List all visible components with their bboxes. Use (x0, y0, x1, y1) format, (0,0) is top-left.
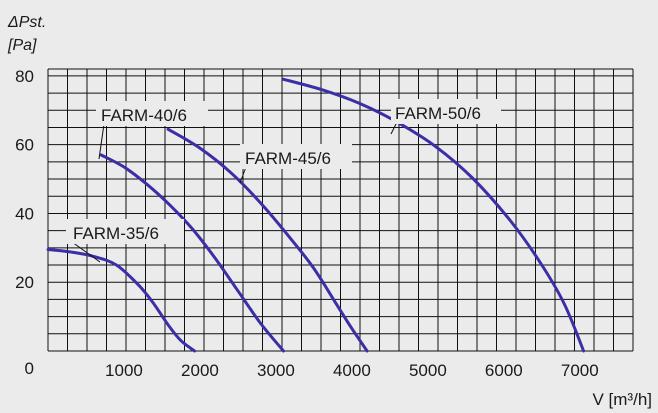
y-tick-label: 20 (15, 273, 34, 292)
label-leader (71, 241, 101, 263)
y-tick-label: 80 (15, 67, 34, 86)
x-tick-label: 2000 (181, 361, 219, 380)
x-tick-label: 1000 (105, 361, 143, 380)
x-tick-label: 3000 (257, 361, 295, 380)
series-label: FARM-35/6 (73, 224, 159, 243)
y-tick-label: 60 (15, 136, 34, 155)
y-axis-label-line2: [Pa] (7, 37, 37, 54)
x-tick-label: 5000 (409, 361, 447, 380)
y-tick-label: 40 (15, 204, 34, 223)
series-label: FARM-50/6 (395, 104, 481, 123)
series-label: FARM-45/6 (245, 149, 331, 168)
label-leader (98, 123, 105, 160)
series-label: FARM-40/6 (101, 106, 187, 125)
x-axis-label: V [m³/h] (592, 390, 652, 409)
series-label-bg (66, 219, 184, 244)
series-line-farm-45-6 (166, 127, 369, 353)
x-tick-labels: 1000 2000 3000 4000 5000 6000 7000 (105, 361, 599, 380)
series-label-bg (391, 99, 501, 124)
series-labels: FARM-35/6 FARM-40/6 FARM-45/6 FARM-50/6 (66, 99, 501, 244)
series-line-farm-35-6 (46, 248, 197, 353)
x-tick-label: 6000 (485, 361, 523, 380)
x-tick-label: 7000 (561, 361, 599, 380)
series-line-farm-50-6 (282, 77, 586, 353)
label-leader (239, 166, 247, 184)
x-tick-label: 4000 (333, 361, 371, 380)
y-tick-label: 0 (25, 359, 34, 378)
series-label-bg (96, 101, 208, 126)
curves (46, 77, 586, 353)
y-tick-labels: 0 20 40 60 80 (15, 67, 34, 378)
series-label-bg (240, 144, 352, 169)
y-axis-label-line1: ΔPst. (7, 14, 46, 31)
series-line-farm-40-6 (99, 153, 285, 353)
